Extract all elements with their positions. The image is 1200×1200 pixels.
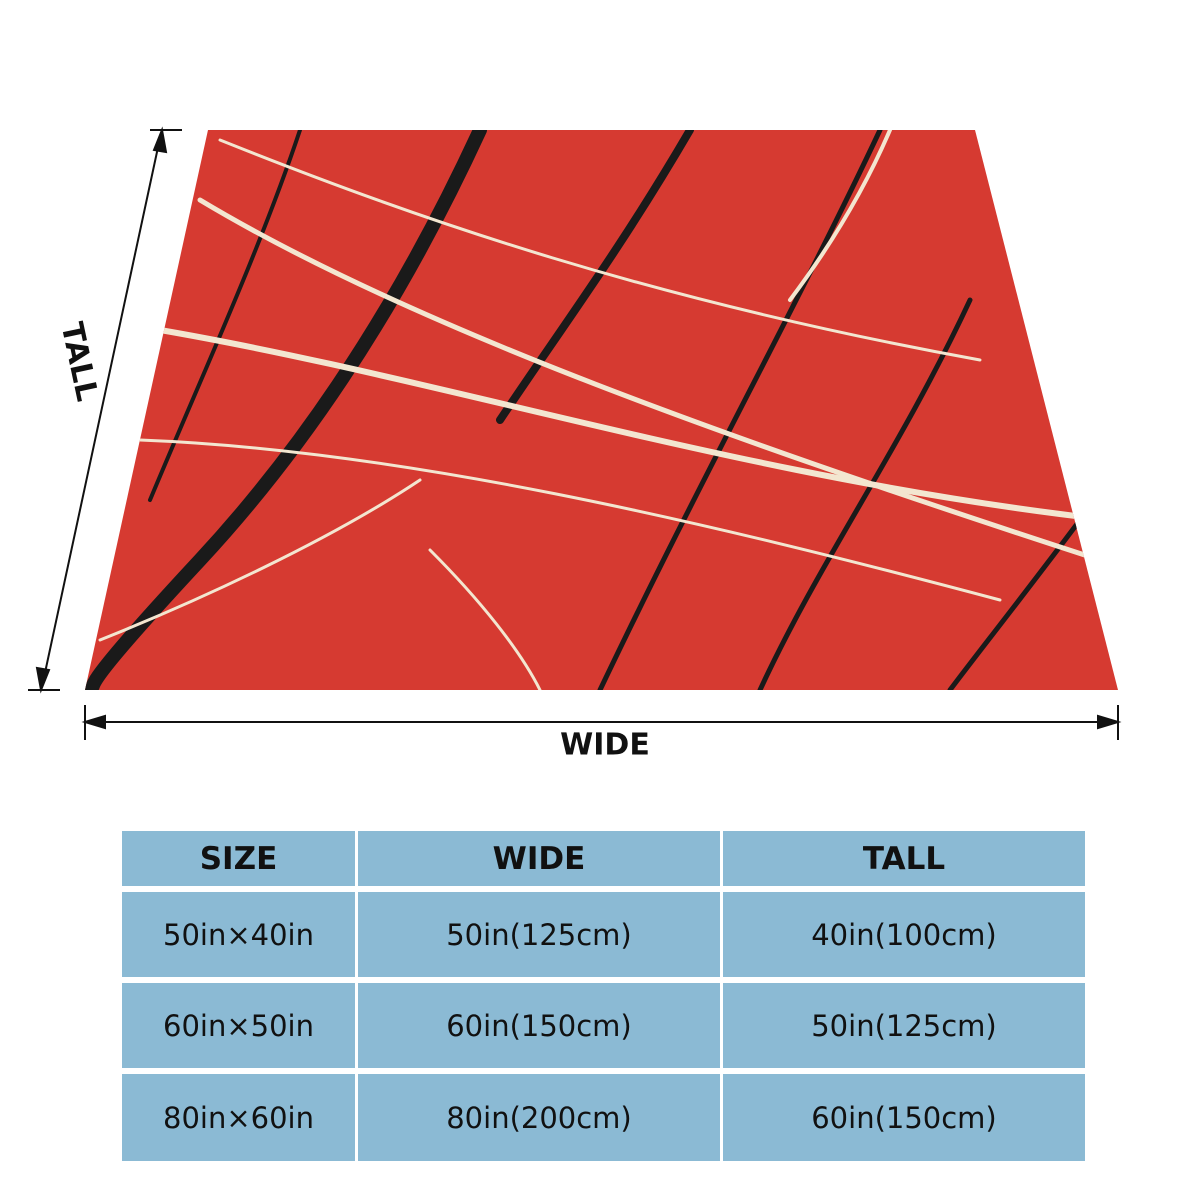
table-cell: 50in(125cm) [358, 892, 720, 977]
table-cell: 80in×60in [122, 1074, 355, 1161]
table-cell: 50in×40in [122, 892, 355, 977]
tall-label: TALL [54, 319, 105, 404]
wide-label: WIDE [560, 728, 650, 763]
dimension-arrows [28, 126, 1122, 740]
size-table: SIZE WIDE TALL 50in×40in 50in(125cm) 40in(100… [122, 831, 1085, 1161]
blanket-illustration: TALL WIDE [28, 126, 1122, 763]
header-cell: TALL [723, 831, 1085, 886]
header-cell: WIDE [358, 831, 720, 886]
table-cell: 80in(200cm) [358, 1074, 720, 1161]
blanket [85, 130, 1118, 690]
table-cell: 60in(150cm) [358, 983, 720, 1068]
table-cell: 60in(150cm) [723, 1074, 1085, 1161]
blanket-pattern [85, 130, 1113, 690]
table-cell: 60in×50in [122, 983, 355, 1068]
table-cell: 40in(100cm) [723, 892, 1085, 977]
table-cell: 50in(125cm) [723, 983, 1085, 1068]
header-cell: SIZE [122, 831, 355, 886]
